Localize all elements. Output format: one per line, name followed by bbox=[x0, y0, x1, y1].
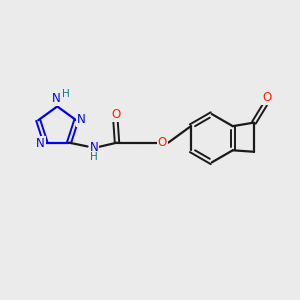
Text: N: N bbox=[77, 113, 86, 126]
Text: H: H bbox=[61, 89, 69, 99]
Text: O: O bbox=[158, 136, 167, 149]
Text: N: N bbox=[52, 92, 61, 105]
Text: N: N bbox=[36, 137, 45, 150]
Text: O: O bbox=[262, 92, 272, 104]
Text: H: H bbox=[90, 152, 98, 162]
Text: N: N bbox=[90, 141, 98, 154]
Text: O: O bbox=[111, 108, 120, 121]
